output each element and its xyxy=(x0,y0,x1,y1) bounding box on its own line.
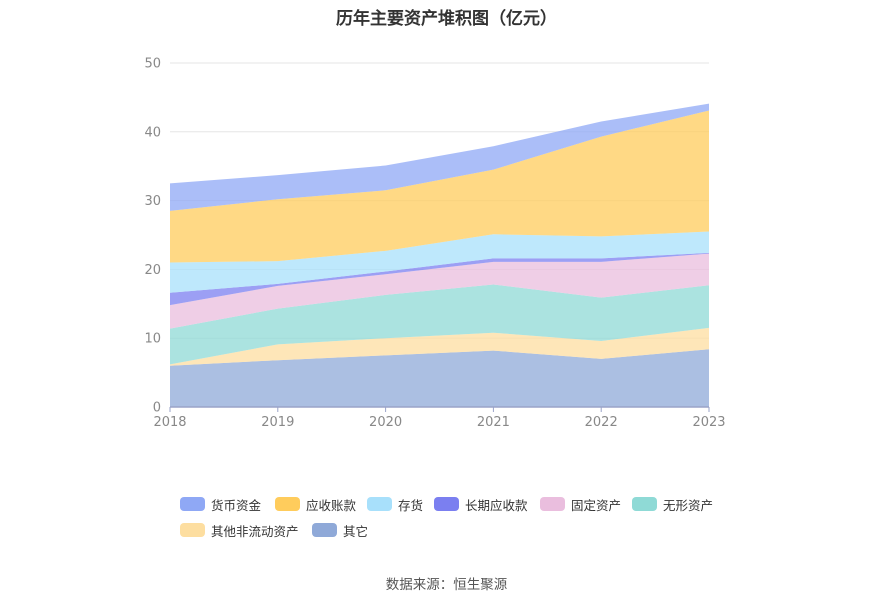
legend-swatch xyxy=(540,497,565,511)
x-tick-label: 2023 xyxy=(692,415,725,430)
chart-title: 历年主要资产堆积图（亿元） xyxy=(336,9,557,29)
area-series-2 xyxy=(170,284,709,365)
legend-swatch xyxy=(434,497,459,511)
legend-swatch xyxy=(632,497,657,511)
area-series-5 xyxy=(170,231,709,293)
x-tick-label: 2021 xyxy=(477,415,510,430)
legend-label: 固定资产 xyxy=(571,497,622,513)
x-tick-label: 2018 xyxy=(153,415,186,430)
legend-label: 存货 xyxy=(398,497,424,513)
legend-label: 其它 xyxy=(343,523,369,539)
area-series-0 xyxy=(170,349,709,407)
y-tick-label: 0 xyxy=(153,401,161,416)
x-tick-label: 2022 xyxy=(585,415,618,430)
legend-item[interactable]: 应收账款 xyxy=(275,494,356,514)
legend-item[interactable]: 固定资产 xyxy=(540,494,621,514)
y-tick-label: 20 xyxy=(144,263,161,278)
legend-item[interactable]: 其它 xyxy=(312,520,368,540)
y-tick-label: 30 xyxy=(144,194,161,209)
legend-item[interactable]: 货币资金 xyxy=(180,494,261,514)
legend-label: 长期应收款 xyxy=(465,497,528,513)
area-series-3 xyxy=(170,253,709,329)
legend-swatch xyxy=(180,523,205,537)
y-tick-label: 40 xyxy=(144,125,161,140)
legend-label: 无形资产 xyxy=(663,497,714,513)
legend-item[interactable]: 其他非流动资产 xyxy=(180,520,299,540)
legend-item[interactable]: 存货 xyxy=(367,494,423,514)
axes: 0 10 20 30 40 50 2018 2019 2020 2021 2022 2023 xyxy=(144,57,725,431)
legend-item[interactable]: 无形资产 xyxy=(632,494,713,514)
legend-swatch xyxy=(312,523,337,537)
y-tick-label: 50 xyxy=(144,57,161,72)
legend-label: 其他非流动资产 xyxy=(211,523,299,539)
legend-label: 应收账款 xyxy=(306,497,357,513)
area-series-group xyxy=(170,103,709,407)
legend-swatch xyxy=(367,497,392,511)
legend-label: 货币资金 xyxy=(211,497,262,513)
area-series-6 xyxy=(170,110,709,263)
y-tick-label: 10 xyxy=(144,332,161,347)
legend-swatch xyxy=(180,497,205,511)
legend-item[interactable]: 长期应收款 xyxy=(434,494,528,514)
data-source: 数据来源：恒生聚源 xyxy=(385,577,508,593)
area-series-7 xyxy=(170,103,709,211)
x-tick-label: 2020 xyxy=(369,415,402,430)
area-series-1 xyxy=(170,327,709,366)
legend-swatch xyxy=(275,497,300,511)
x-tick-label: 2019 xyxy=(261,415,294,430)
